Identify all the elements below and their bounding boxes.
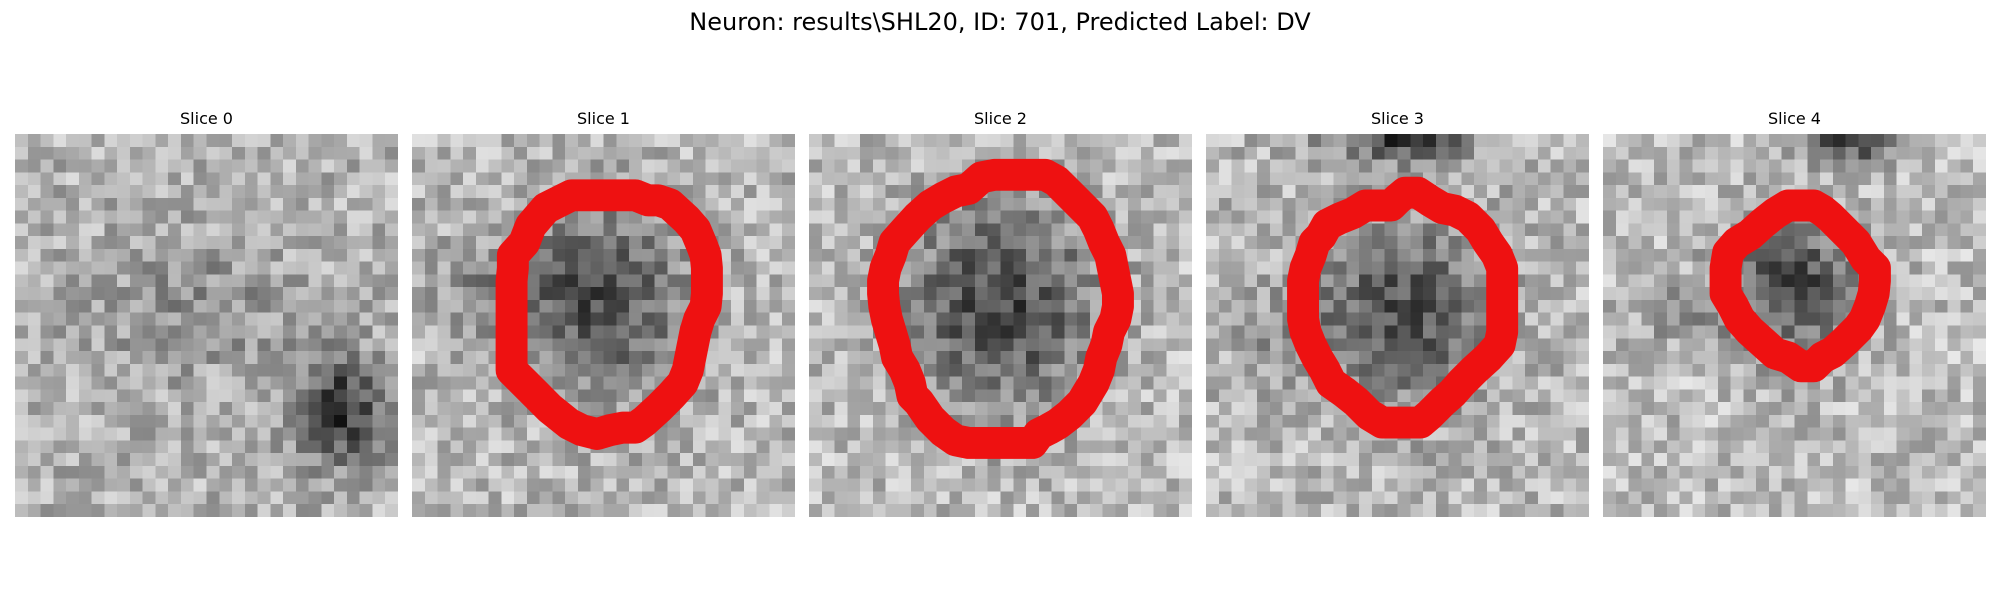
slice-panel-4: Slice 4 — [1603, 108, 1986, 520]
slice-title-3: Slice 3 — [1371, 109, 1424, 128]
roi-outline-4 — [1709, 189, 1891, 383]
figure-title: Neuron: results\SHL20, ID: 701, Predicte… — [689, 8, 1311, 36]
roi-outline-2 — [867, 158, 1134, 459]
slice-panel-2: Slice 2 — [809, 108, 1192, 520]
roi-outline-1 — [495, 179, 723, 450]
slice-title-0: Slice 0 — [180, 109, 233, 128]
slice-title-4: Slice 4 — [1768, 109, 1821, 128]
slice-title-1: Slice 1 — [577, 109, 630, 128]
slice-panel-1: Slice 1 — [412, 108, 795, 520]
slice-image-0 — [15, 134, 398, 517]
slice-title-2: Slice 2 — [974, 109, 1027, 128]
slice-panel-3: Slice 3 — [1206, 108, 1589, 520]
roi-outline-3 — [1287, 176, 1519, 439]
slice-panel-0: Slice 0 — [15, 108, 398, 520]
